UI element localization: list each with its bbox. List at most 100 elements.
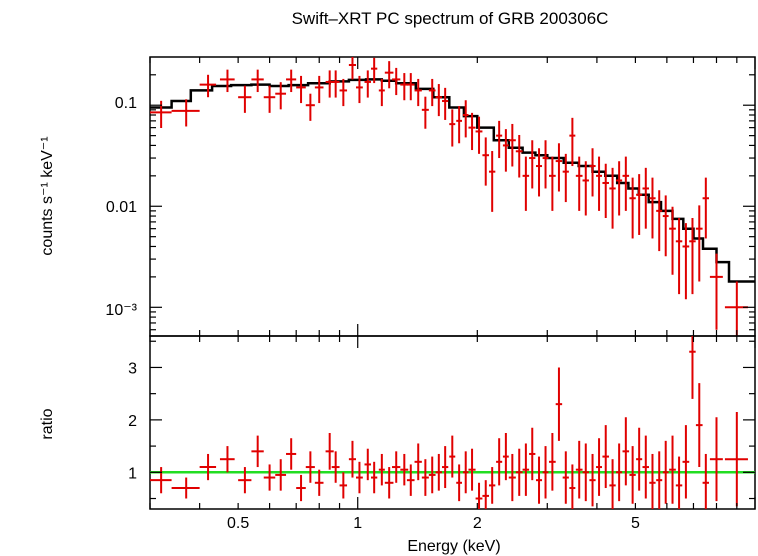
spectrum-point	[286, 69, 297, 93]
spectrum-y-ticks	[150, 74, 755, 331]
ratio-point	[251, 435, 264, 468]
ratio-point	[555, 367, 563, 441]
spectrum-point	[616, 161, 623, 216]
spectrum-point	[508, 123, 516, 167]
spectrum-point	[199, 74, 217, 98]
ratio-ytick-label: 1	[128, 465, 137, 482]
spectrum-frame	[149, 56, 756, 337]
spectrum-point	[656, 190, 663, 252]
ratio-point	[622, 417, 630, 486]
ratio-point	[355, 461, 363, 494]
ratio-point	[421, 459, 429, 496]
spectrum-point	[596, 156, 603, 211]
spectrum-point	[364, 70, 372, 98]
spectrum-point	[675, 218, 683, 295]
ratio-point	[596, 438, 603, 496]
ratio-point	[656, 451, 663, 509]
ratio-point	[709, 417, 723, 502]
spectrum-point	[496, 120, 503, 159]
ratio-point	[636, 427, 643, 491]
ratio-point	[384, 467, 394, 499]
spectrum-point	[331, 70, 340, 98]
ratio-point	[496, 438, 503, 486]
ratio-point	[569, 464, 576, 509]
ratio-point	[482, 480, 489, 509]
ratio-y-ticks: 1 2 3	[128, 340, 755, 500]
spectrum-point	[542, 140, 549, 189]
spectrum-point	[662, 195, 669, 257]
ratio-frame	[149, 335, 756, 510]
spectrum-point	[702, 177, 710, 239]
model-step-line	[150, 78, 755, 283]
spectrum-point	[682, 223, 690, 300]
chart-title: Swift–XRT PC spectrum of GRB 200306C	[292, 9, 609, 28]
ratio-point	[589, 453, 596, 507]
ratio-point	[462, 451, 469, 494]
spectrum-point	[555, 143, 563, 192]
ratio-point	[456, 464, 462, 502]
spectrum-point	[348, 57, 356, 80]
spectrum-point	[636, 174, 643, 235]
spectrum-point	[339, 78, 348, 107]
spectrum-point	[406, 73, 415, 101]
spectrum-point	[384, 61, 394, 89]
ratio-point	[314, 469, 324, 496]
ratio-point	[378, 453, 385, 486]
spectrum-point	[305, 93, 315, 121]
x-tick-label: 2	[473, 515, 482, 532]
spectrum-point	[378, 78, 385, 107]
ratio-point	[435, 453, 443, 491]
ratio-point	[548, 432, 556, 491]
ratio-point	[428, 456, 436, 494]
energy-x-ticks: 0.5 1 2 5	[149, 57, 756, 532]
ratio-y-axis-label: ratio	[39, 408, 56, 439]
ratio-point	[602, 425, 609, 489]
ratio-point	[675, 456, 683, 509]
spectrum-data-points	[150, 57, 748, 336]
ratio-point	[702, 453, 710, 509]
spectrum-point	[314, 75, 324, 104]
ratio-point	[199, 453, 217, 481]
spectrum-point	[462, 100, 469, 138]
spectrum-ytick-1e-3: 10⁻³	[105, 302, 137, 319]
ratio-point	[682, 425, 690, 499]
ratio-point	[649, 453, 656, 509]
ratio-point	[488, 467, 496, 504]
spectrum-point	[529, 140, 536, 189]
ratio-point	[609, 459, 616, 509]
ratio-point	[331, 451, 340, 483]
ratio-point	[400, 453, 409, 486]
spectrum-point	[428, 78, 436, 107]
ratio-point	[529, 427, 536, 481]
spectrum-point	[569, 117, 576, 167]
spectrum-point	[695, 205, 703, 282]
ratio-point	[238, 467, 252, 494]
ratio-point	[371, 461, 378, 494]
spectrum-point	[602, 163, 609, 219]
ratio-point	[689, 336, 696, 399]
ratio-point	[669, 435, 676, 504]
ratio-point	[364, 448, 372, 481]
ratio-point	[582, 443, 589, 502]
ratio-point	[575, 440, 583, 499]
spectrum-point	[548, 156, 556, 211]
ratio-point	[348, 440, 356, 478]
x-axis-label: Energy (keV)	[407, 538, 500, 555]
spectrum-point	[400, 73, 409, 101]
spectrum-point	[649, 177, 656, 239]
x-tick-label: 5	[631, 515, 640, 532]
spectrum-y-axis-label: counts s⁻¹ keV⁻¹	[39, 136, 56, 255]
ratio-point	[535, 456, 543, 504]
spectrum-point	[238, 85, 252, 113]
ratio-point	[662, 440, 669, 504]
spectrum-point	[263, 85, 276, 113]
ratio-point	[414, 443, 422, 481]
spectrum-point	[355, 75, 363, 104]
ratio-point	[508, 453, 516, 502]
ratio-panel: 1 2 3 0.5 1 2 5 ratio Energy (keV)	[39, 57, 756, 555]
spectrum-point	[442, 87, 449, 120]
ratio-point	[642, 435, 650, 499]
model-curve	[150, 78, 755, 283]
spectrum-ytick-0.1: 0.1	[115, 95, 137, 112]
